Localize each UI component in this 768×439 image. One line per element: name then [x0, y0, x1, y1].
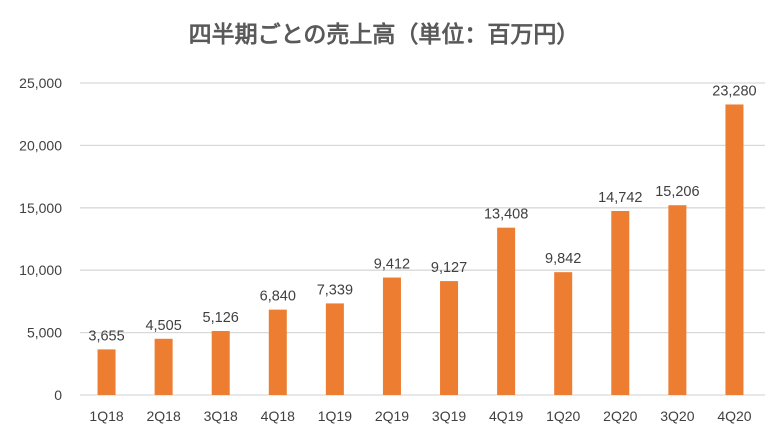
bar-4Q20	[725, 104, 744, 395]
bars	[97, 104, 744, 395]
y-tick-label: 25,000	[19, 75, 62, 91]
bar-3Q19	[440, 281, 459, 395]
bar-4Q18	[268, 309, 287, 395]
bar-2Q20	[611, 211, 630, 395]
data-label: 4,505	[145, 318, 181, 334]
bar-4Q19	[497, 227, 516, 395]
x-tick-label: 2Q18	[147, 408, 181, 424]
bar-2Q19	[382, 277, 401, 395]
data-label: 9,842	[545, 251, 581, 267]
data-label: 9,127	[431, 260, 467, 276]
data-labels: 3,655 4,505 5,126 6,840 7,339 9,412 9,127 13,40…	[88, 83, 756, 344]
x-tick-label: 4Q19	[489, 408, 523, 424]
x-tick-label: 1Q18	[89, 408, 123, 424]
x-tick-label: 1Q19	[318, 408, 352, 424]
data-label: 6,840	[260, 289, 296, 305]
y-tick-label: 0	[54, 387, 62, 403]
x-axis: 1Q18 2Q18 3Q18 4Q18 1Q19 2Q19 3Q19 4Q19 1Q20 2Q20…	[89, 408, 751, 424]
data-label: 5,126	[203, 310, 239, 326]
gridlines	[80, 82, 765, 396]
bar-1Q18	[97, 349, 116, 395]
x-tick-label: 2Q19	[375, 408, 409, 424]
data-label: 14,742	[598, 190, 642, 206]
bar-3Q18	[211, 331, 230, 395]
y-tick-label: 5,000	[27, 325, 62, 341]
y-axis: 0 5,000 10,000 15,000 20,000 25,000	[19, 75, 62, 403]
x-tick-label: 4Q20	[717, 408, 751, 424]
x-tick-label: 3Q18	[204, 408, 238, 424]
data-label: 3,655	[88, 328, 124, 344]
x-tick-label: 2Q20	[603, 408, 637, 424]
y-tick-label: 10,000	[19, 262, 62, 278]
data-label: 9,412	[374, 257, 410, 273]
y-tick-label: 15,000	[19, 200, 62, 216]
bar-1Q20	[554, 272, 573, 395]
data-label: 13,408	[484, 207, 528, 223]
x-tick-label: 3Q20	[660, 408, 694, 424]
data-label: 15,206	[655, 184, 699, 200]
data-label: 7,339	[317, 282, 353, 298]
y-tick-label: 20,000	[19, 137, 62, 153]
bar-3Q20	[668, 205, 687, 395]
chart-title: 四半期ごとの売上高（単位：百万円）	[189, 21, 580, 48]
x-tick-label: 1Q20	[546, 408, 580, 424]
x-tick-label: 3Q19	[432, 408, 466, 424]
bar-1Q19	[325, 303, 344, 395]
data-label: 23,280	[712, 83, 756, 99]
x-tick-label: 4Q18	[261, 408, 295, 424]
bar-2Q18	[154, 338, 173, 395]
